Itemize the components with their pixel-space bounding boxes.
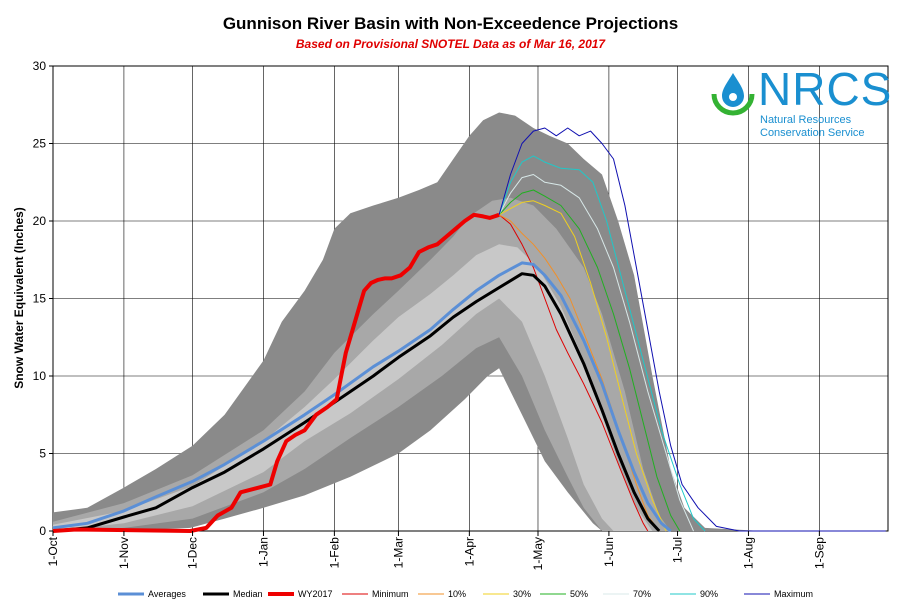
legend-label: 70% (633, 589, 651, 599)
series-median (52, 272, 661, 533)
y-tick-label: 25 (33, 137, 47, 151)
series-50pct (498, 189, 681, 532)
x-tick-label: 1-Aug (741, 537, 755, 569)
x-tick-label: 1-May (531, 537, 545, 570)
series-averages (52, 261, 672, 533)
logo-word: NRCS (758, 63, 893, 115)
series-maximum (498, 127, 886, 532)
legend: Averages Median WY2017 Minimum 10% 30% 50% 70% 9… (118, 589, 813, 599)
legend-label: 10% (448, 589, 466, 599)
nrcs-logo: NRCS Natural Resources Conservation Serv… (708, 63, 891, 144)
x-tick-label: 1-Sep (812, 537, 826, 569)
y-tick-label: 5 (39, 447, 46, 461)
chart-title: Gunnison River Basin with Non-Exceedence… (222, 14, 679, 33)
bands-layer (53, 112, 886, 532)
legend-label: 90% (700, 589, 718, 599)
logo-subtitle-2: Conservation Service (760, 127, 865, 139)
legend-label: 50% (570, 589, 588, 599)
legend-label: WY2017 (298, 589, 333, 599)
band-70-30 (53, 244, 653, 532)
x-axis: 1-Oct 1-Nov 1-Dec 1-Jan 1-Feb 1-Mar 1-Apr 1-May… (46, 531, 826, 570)
legend-label: Median (233, 589, 263, 599)
legend-label: Minimum (372, 589, 409, 599)
series-wy2017 (52, 212, 500, 533)
logo-subtitle-1: Natural Resources (760, 114, 852, 126)
legend-label: Maximum (774, 589, 813, 599)
x-tick-label: 1-Nov (117, 537, 131, 569)
y-tick-label: 10 (33, 369, 47, 383)
y-axis-label: Snow Water Equivalent (Inches) (12, 207, 26, 389)
x-tick-label: 1-Jun (602, 537, 616, 567)
x-tick-label: 1-Mar (391, 537, 405, 568)
series-30pct (498, 200, 667, 532)
series-layer (52, 127, 886, 533)
legend-label: 30% (513, 589, 531, 599)
y-tick-label: 30 (33, 59, 47, 73)
x-tick-label: 1-Oct (46, 536, 60, 566)
x-tick-label: 1-Feb (327, 537, 341, 569)
y-tick-label: 20 (33, 214, 47, 228)
series-90pct (498, 155, 706, 532)
water-drop-icon (711, 73, 755, 116)
series-minimum (498, 214, 649, 532)
y-tick-label: 15 (33, 292, 47, 306)
chart-subtitle: Based on Provisional SNOTEL Data as of M… (295, 37, 606, 51)
x-tick-label: 1-Jul (671, 537, 685, 563)
x-tick-label: 1-Jan (256, 537, 270, 567)
y-axis: 0 5 10 15 20 25 30 (33, 59, 53, 538)
series-10pct (498, 214, 660, 532)
series-70pct (498, 174, 694, 532)
legend-label: Averages (148, 589, 186, 599)
x-tick-label: 1-Apr (462, 537, 476, 566)
x-tick-label: 1-Dec (186, 537, 200, 569)
y-tick-label: 0 (39, 524, 46, 538)
